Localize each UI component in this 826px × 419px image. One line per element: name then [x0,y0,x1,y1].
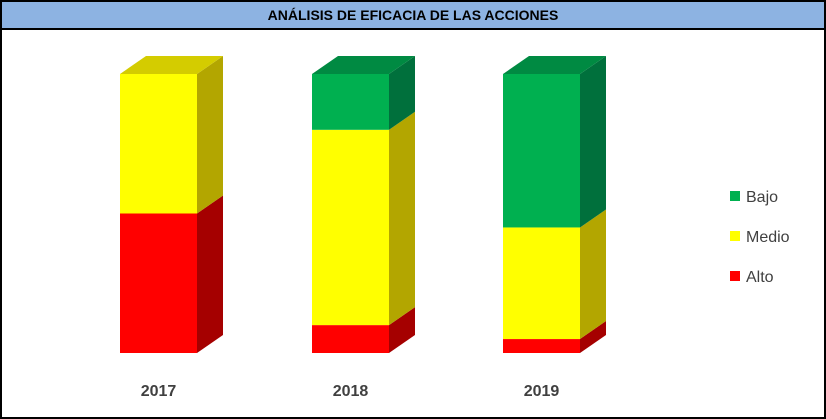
bar-side-face [580,56,606,228]
bar-front-face [312,74,389,130]
bar-side-face [197,56,223,214]
bar-top-face [120,56,223,74]
legend-label-medio: Medio [746,229,790,246]
legend-label-bajo: Bajo [746,189,778,206]
bar-segment-medio-2019 [503,209,606,340]
bar-front-face [503,74,580,228]
bar-front-face [503,227,580,340]
bar-side-face [389,307,415,353]
bar-segment-alto-2018 [312,307,415,353]
bar-segment-bajo-2018 [312,56,415,130]
bar-top-face [503,56,606,74]
bar-front-face [120,213,197,353]
bar-front-face [120,74,197,214]
bar-side-face [197,195,223,353]
chart-title: ANÁLISIS DE EFICACIA DE LAS ACCIONES [2,2,824,30]
category-label-2018: 2018 [333,383,369,400]
bar-segment-alto-2019 [503,321,606,353]
bar-front-face [312,325,389,353]
bar-top-face [312,56,415,74]
legend-label-alto: Alto [746,269,774,286]
bar-side-face [580,209,606,340]
bar-side-face [580,321,606,353]
bar-segment-medio-2018 [312,111,415,326]
legend-swatch-bajo [730,191,740,201]
category-label-2017: 2017 [141,383,177,400]
bar-segment-bajo-2019 [503,56,606,228]
bar-segment-alto-2017 [120,195,223,353]
bar-segment-medio-2017 [120,56,223,214]
bar-front-face [503,339,580,353]
legend-swatch-alto [730,271,740,281]
category-label-2019: 2019 [524,383,560,400]
bar-front-face [312,129,389,326]
legend-swatch-medio [730,231,740,241]
bar-side-face [389,56,415,130]
bar-side-face [389,111,415,326]
